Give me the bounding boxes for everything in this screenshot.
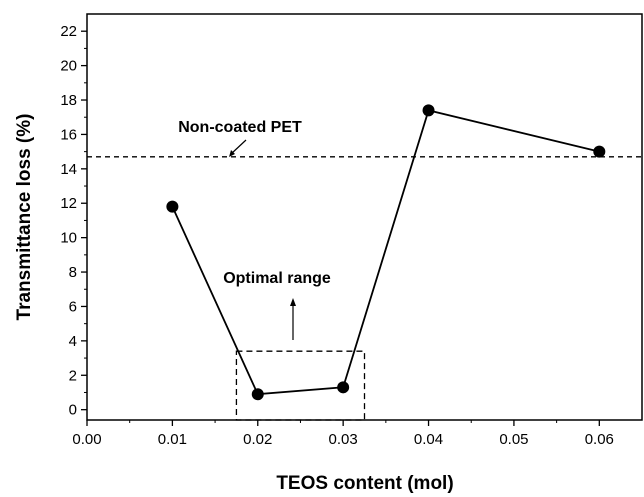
y-tick-label: 18 xyxy=(60,92,77,109)
y-tick-label: 2 xyxy=(69,367,77,384)
region-arrow-head xyxy=(290,298,296,306)
data-point xyxy=(166,200,179,213)
x-tick-label: 0.04 xyxy=(414,431,443,448)
x-tick-label: 0.03 xyxy=(329,431,358,448)
x-axis-title: TEOS content (mol) xyxy=(276,473,453,494)
marks xyxy=(87,104,642,421)
y-tick-label: 0 xyxy=(69,402,77,419)
x-tick-label: 0.02 xyxy=(243,431,272,448)
reference-arrow-shaft xyxy=(230,139,247,155)
x-tick-label: 0.00 xyxy=(72,431,101,448)
optimal-range-box xyxy=(235,350,366,421)
annotations: Non-coated PET Optimal range xyxy=(178,119,331,340)
y-axis-title: Transmittance loss (%) xyxy=(14,114,35,321)
x-tick-label: 0.06 xyxy=(585,431,614,448)
data-point xyxy=(593,145,606,158)
x-tick-label: 0.01 xyxy=(158,431,187,448)
reference-arrow-head xyxy=(229,150,235,157)
y-tick-label: 8 xyxy=(69,264,77,281)
y-tick-label: 6 xyxy=(69,298,77,315)
data-point xyxy=(422,104,435,117)
x-tick-label: 0.05 xyxy=(499,431,528,448)
axes: 0.00 0.01 0.02 0.03 0.04 0.05 0.06 0 2 4 6 8 10 12 14 1… xyxy=(60,13,643,448)
data-point xyxy=(251,388,264,401)
y-tick-label: 10 xyxy=(60,230,77,247)
y-tick-label: 14 xyxy=(60,161,77,178)
data-point xyxy=(337,381,350,394)
y-tick-label: 4 xyxy=(69,333,77,350)
y-tick-label: 16 xyxy=(60,126,77,143)
region-label: Optimal range xyxy=(223,270,331,287)
y-tick-label: 20 xyxy=(60,58,77,75)
y-tick-label: 22 xyxy=(60,23,77,40)
y-tick-label: 12 xyxy=(60,195,77,212)
plot-frame xyxy=(86,13,643,421)
reference-line-label: Non-coated PET xyxy=(178,119,302,136)
